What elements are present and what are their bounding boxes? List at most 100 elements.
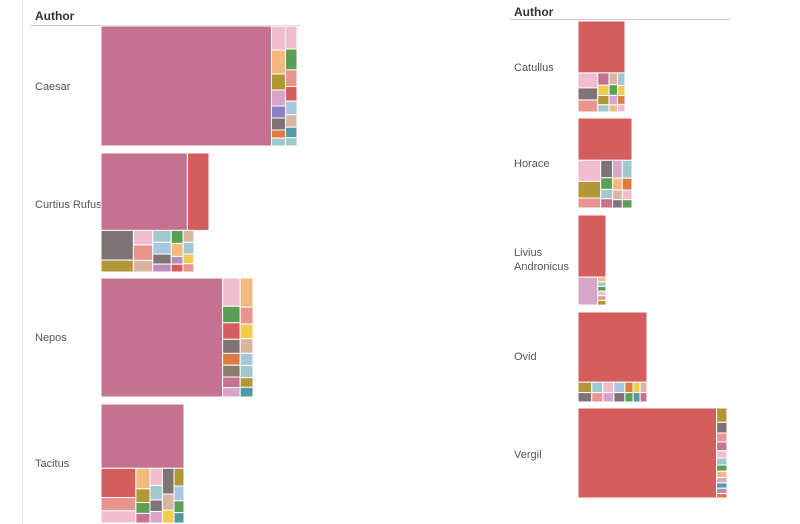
treemap-cell[interactable] [222,352,241,366]
treemap-cell[interactable] [597,290,607,297]
treemap-cell[interactable] [271,137,286,147]
treemap-cell[interactable] [239,323,254,340]
treemap-cell[interactable] [612,189,623,201]
treemap-cell[interactable] [597,72,610,86]
treemap-cell[interactable] [608,104,618,113]
treemap-cell[interactable] [239,338,254,354]
treemap-cell[interactable] [597,95,610,106]
treemap-cell[interactable] [239,277,254,308]
treemap-cell[interactable] [577,276,599,306]
treemap-cell[interactable] [716,464,728,472]
treemap-cell[interactable] [597,295,607,301]
treemap-cell[interactable] [716,487,728,494]
treemap-cell[interactable] [716,441,728,452]
treemap-cell[interactable] [600,188,614,200]
treemap-cell[interactable] [597,84,610,96]
treemap-cell[interactable] [100,259,134,273]
treemap-cell[interactable] [600,177,614,190]
treemap-main-cell[interactable] [100,403,185,469]
treemap-cell[interactable] [271,105,286,119]
treemap-cell[interactable] [577,392,593,403]
treemap-cell[interactable] [239,352,254,366]
treemap-cell[interactable] [716,432,728,443]
treemap-cell[interactable] [149,511,163,524]
treemap-main-cell[interactable] [577,20,626,74]
treemap-cell[interactable] [577,381,593,394]
treemap-main-cell[interactable] [186,152,210,231]
treemap-cell[interactable] [716,477,728,484]
treemap-cell[interactable] [617,103,626,113]
treemap-cell[interactable] [612,199,623,209]
treemap-cell[interactable] [608,72,618,86]
treemap-cell[interactable] [639,381,648,394]
treemap-cell[interactable] [271,25,286,51]
treemap-cell[interactable] [617,85,626,97]
treemap-cell[interactable] [577,159,602,182]
treemap-cell[interactable] [577,197,602,209]
treemap-cell[interactable] [239,377,254,388]
treemap-cell[interactable] [597,276,607,283]
treemap-cell[interactable] [100,467,137,499]
treemap-cell[interactable] [222,376,241,389]
treemap-cell[interactable] [132,259,154,273]
treemap-cell[interactable] [271,117,286,131]
treemap-cell[interactable] [591,381,604,394]
treemap-cell[interactable] [182,229,195,243]
treemap-cell[interactable] [602,381,615,394]
treemap-cell[interactable] [271,73,286,91]
treemap-cell[interactable] [152,229,172,243]
treemap-cell[interactable] [161,493,175,511]
treemap-main-cell[interactable] [577,407,718,499]
treemap-cell[interactable] [577,99,599,113]
treemap-cell[interactable] [716,470,728,478]
treemap-cell[interactable] [173,485,185,502]
treemap-cell[interactable] [132,229,154,246]
treemap-cell[interactable] [222,305,241,324]
treemap-cell[interactable] [600,159,614,179]
treemap-main-cell[interactable] [577,117,633,161]
treemap-cell[interactable] [716,493,728,499]
treemap-main-cell[interactable] [100,152,188,231]
treemap-cell[interactable] [285,69,298,87]
treemap-cell[interactable] [149,467,163,487]
treemap-cell[interactable] [613,381,626,394]
treemap-cell[interactable] [621,177,633,191]
treemap-cell[interactable] [591,392,604,403]
treemap-cell[interactable] [617,72,626,87]
treemap-cell[interactable] [624,392,634,403]
treemap-cell[interactable] [285,25,298,50]
treemap-cell[interactable] [285,86,298,102]
treemap-cell[interactable] [285,114,298,128]
treemap-cell[interactable] [135,488,151,504]
treemap-cell[interactable] [716,457,728,466]
treemap-cell[interactable] [132,244,154,261]
treemap-main-cell[interactable] [100,277,224,398]
treemap-cell[interactable] [716,421,728,434]
treemap-cell[interactable] [100,229,134,261]
treemap-cell[interactable] [182,263,195,273]
treemap-cell[interactable] [152,253,172,265]
treemap-cell[interactable] [632,392,641,403]
treemap-cell[interactable] [222,338,241,354]
treemap-cell[interactable] [602,392,615,403]
treemap-cell[interactable] [577,180,602,199]
treemap-cell[interactable] [100,497,137,512]
treemap-cell[interactable] [577,87,599,101]
treemap-cell[interactable] [597,281,607,288]
treemap-main-cell[interactable] [577,311,648,383]
treemap-cell[interactable] [597,299,607,306]
treemap-cell[interactable] [100,510,137,524]
treemap-cell[interactable] [285,137,298,147]
treemap-cell[interactable] [152,241,172,255]
treemap-cell[interactable] [135,502,151,514]
treemap-cell[interactable] [182,241,195,255]
treemap-cell[interactable] [617,95,626,105]
treemap-cell[interactable] [597,285,607,292]
treemap-cell[interactable] [170,263,184,273]
treemap-cell[interactable] [182,253,195,265]
treemap-cell[interactable] [600,198,614,209]
treemap-cell[interactable] [639,392,648,403]
treemap-cell[interactable] [716,450,728,459]
treemap-cell[interactable] [716,407,728,423]
treemap-cell[interactable] [135,467,151,490]
